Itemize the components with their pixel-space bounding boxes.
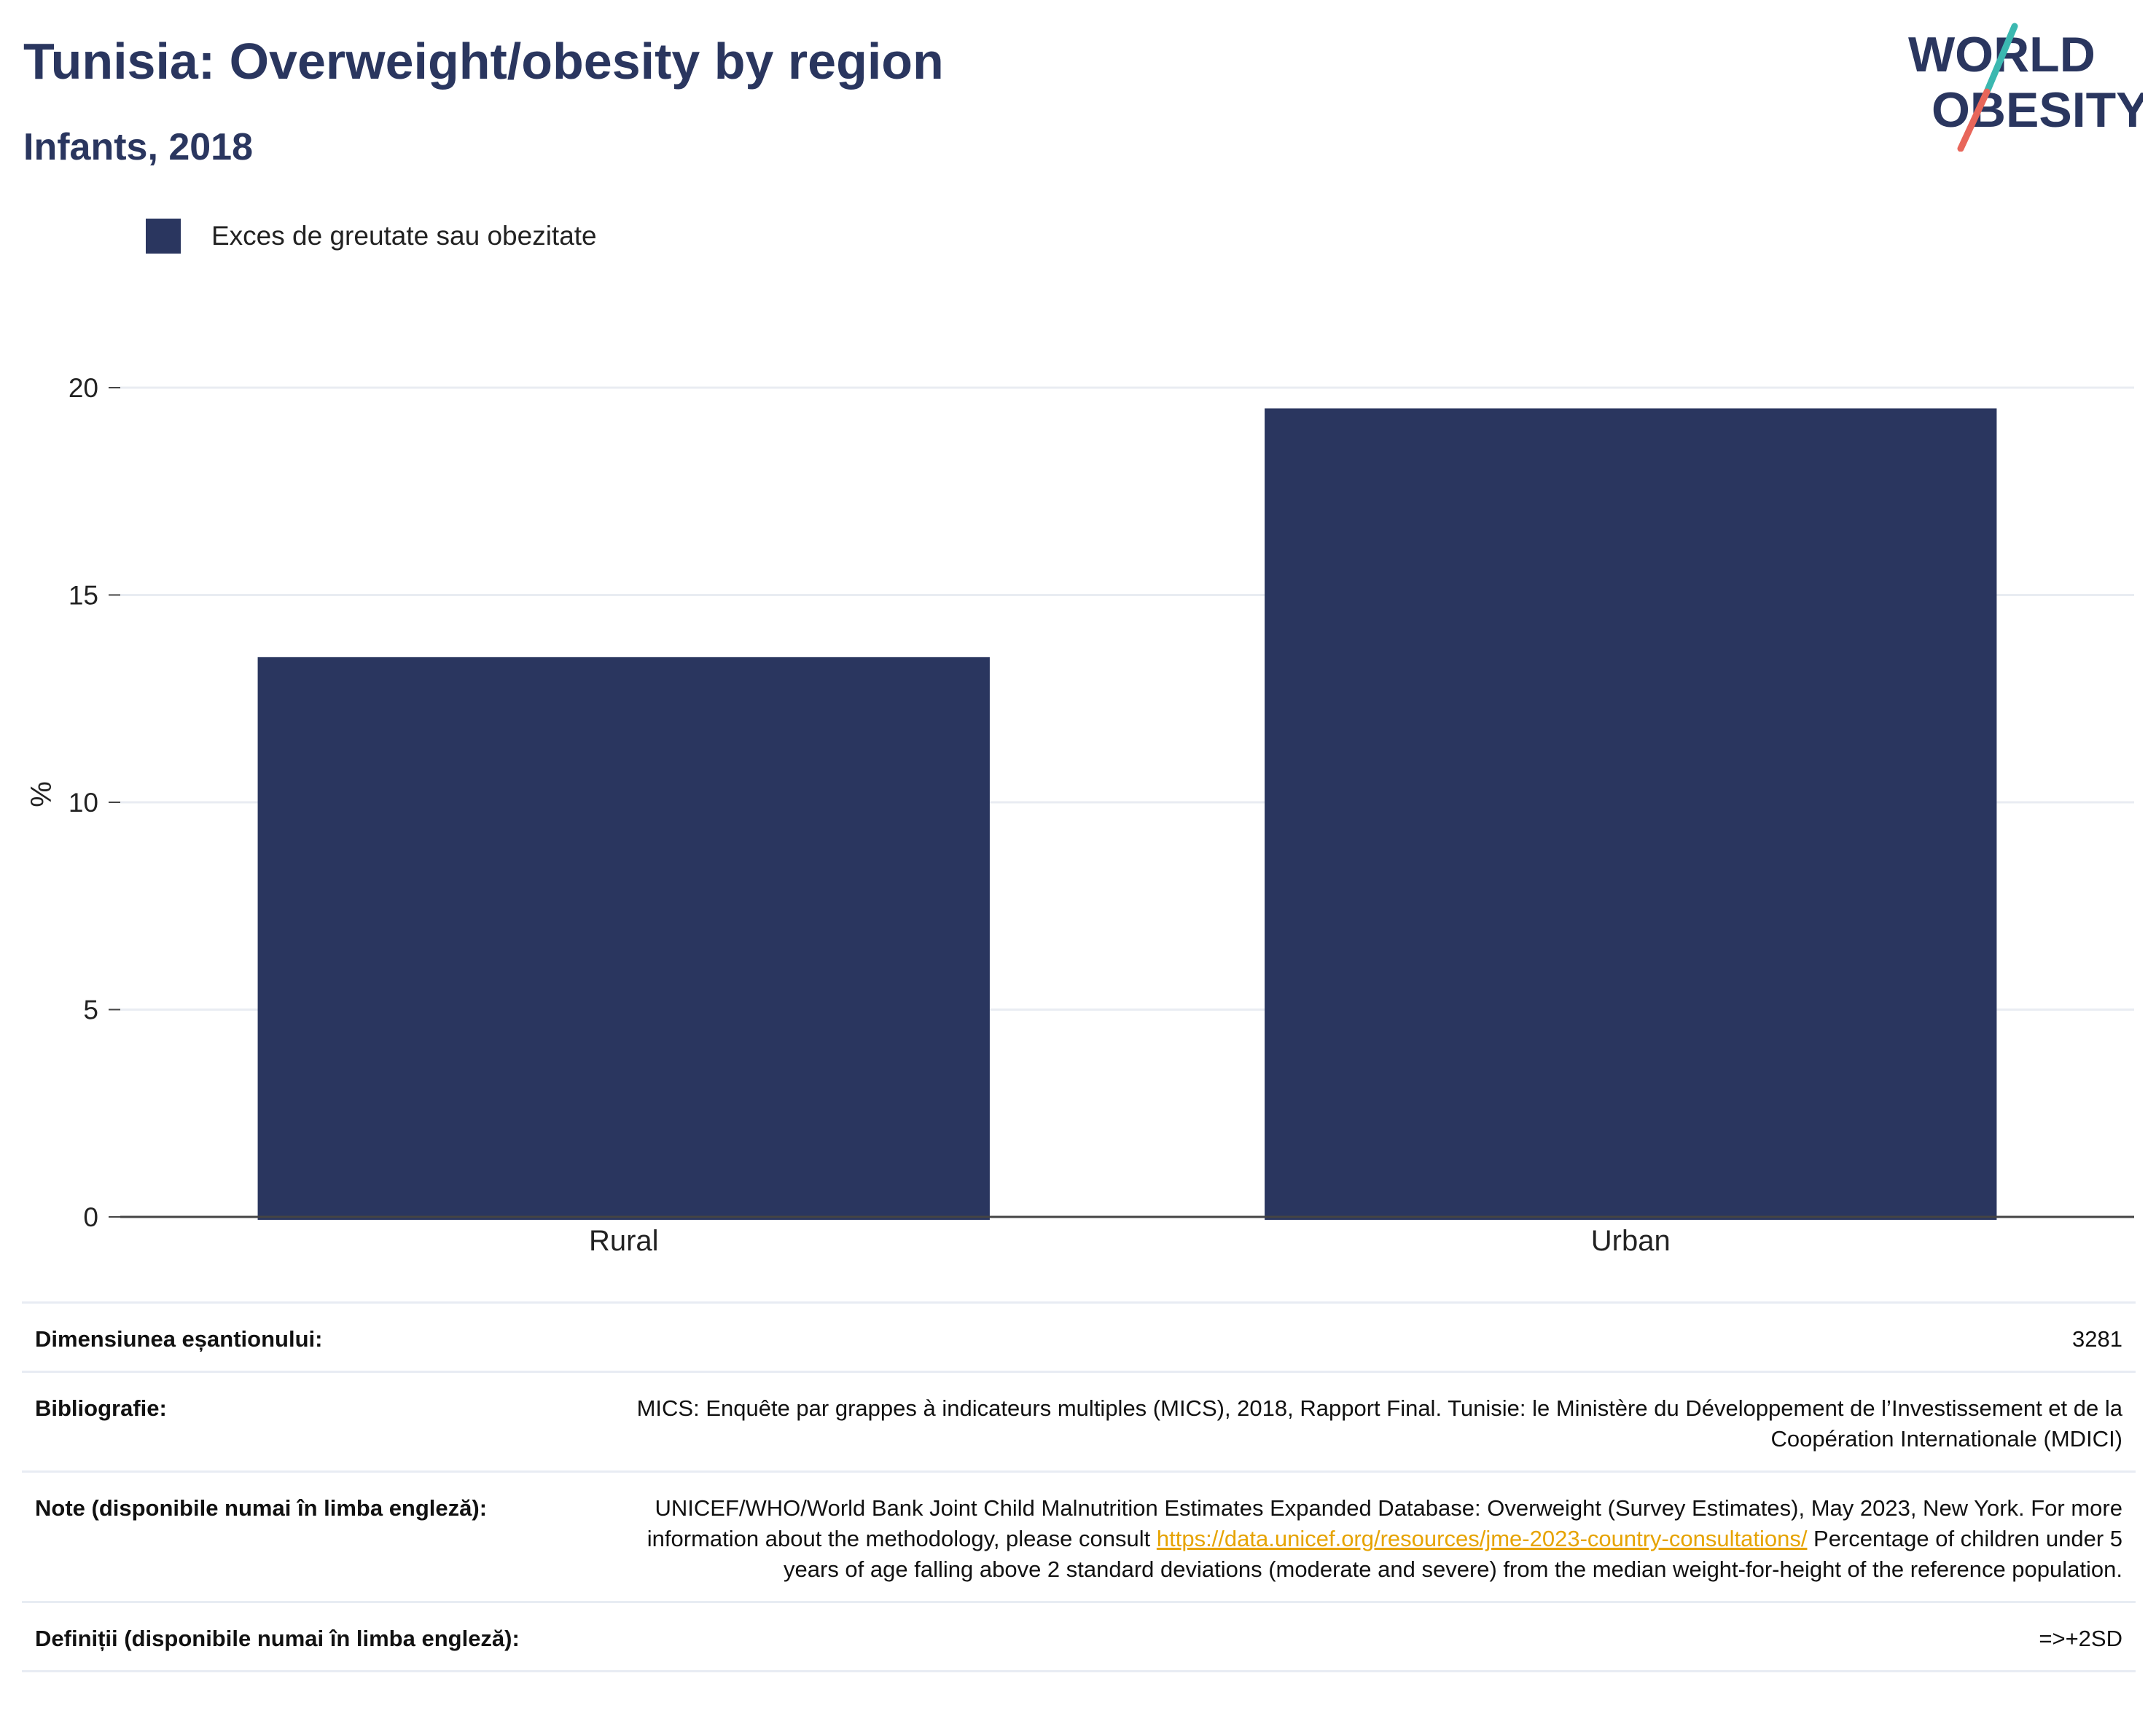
chart-title: Tunisia: Overweight/obesity by region [23,33,944,90]
y-tick-label: 5 [83,995,98,1025]
notes-label: Note (disponibile numai în limba engleză… [35,1495,488,1521]
notes-text-after: Percentage of children under 5 years of … [784,1526,2122,1582]
sample-size-label: Dimensiunea eșantionului: [35,1326,323,1352]
logo-slash-bottom [1957,88,1991,152]
bibliography-label: Bibliografie: [35,1395,167,1421]
bibliography-value: MICS: Enquête par grappes à indicateurs … [636,1395,2122,1452]
info-row-bibliography: Bibliografie: MICS: Enquête par grappes … [22,1371,2136,1470]
info-row-sample-size: Dimensiunea eșantionului: 3281 [22,1301,2136,1371]
y-tick-label: 20 [69,373,98,403]
x-tick-label: Urban [1591,1225,1671,1257]
notes-text-before: UNICEF/WHO/World Bank Joint Child Malnut… [647,1495,2122,1551]
chart-subtitle: Infants, 2018 [23,126,254,168]
notes-value: UNICEF/WHO/World Bank Joint Child Malnut… [636,1493,2122,1585]
info-table: Dimensiunea eșantionului: 3281 Bibliogra… [22,1301,2136,1672]
logo-slash-top [1983,23,2018,95]
x-tick-label: Rural [589,1225,659,1257]
y-tick-label: 15 [69,581,98,611]
info-row-definitions: Definiții (disponibile numai în limba en… [22,1601,2136,1672]
y-tick-label: 10 [69,788,98,818]
legend-swatch [146,219,181,254]
bar-rural [257,657,990,1220]
notes-link[interactable]: https://data.unicef.org/resources/jme-20… [1156,1526,1808,1551]
y-axis-label: % [26,781,58,807]
chart-legend: Exces de greutate sau obezitate [146,216,597,256]
info-row-notes: Note (disponibile numai în limba engleză… [22,1470,2136,1601]
sample-size-value: 3281 [2072,1326,2122,1352]
definitions-value: =>+2SD [2039,1626,2122,1651]
world-obesity-logo: WORLD OBESITY [1908,23,2143,152]
y-tick-label: 0 [83,1202,98,1232]
definitions-label: Definiții (disponibile numai în limba en… [35,1626,520,1651]
legend-label: Exces de greutate sau obezitate [211,221,597,251]
bar-chart: 0 5 10 15 20% Rural Urban [26,373,2134,1257]
bar-urban [1265,408,1997,1221]
